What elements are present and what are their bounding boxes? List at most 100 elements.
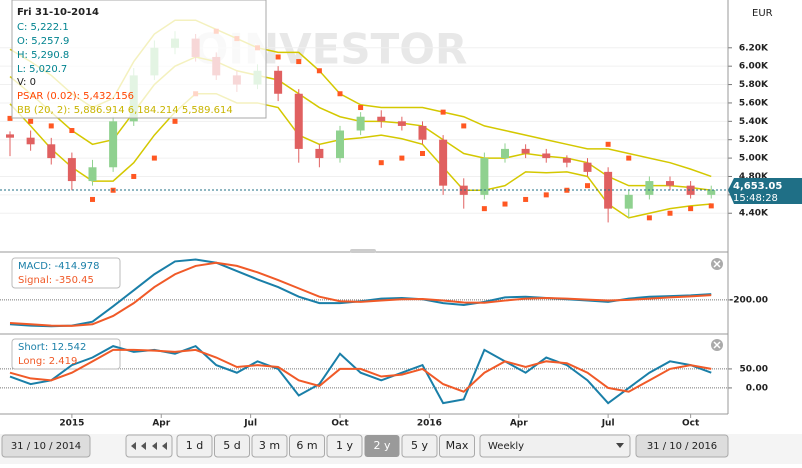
psar-dot <box>564 187 570 193</box>
psar-dot <box>172 118 178 124</box>
y-tick-label: 5.60K <box>739 98 769 108</box>
candle-body <box>26 137 35 145</box>
x-tick-label: Oct <box>682 419 700 429</box>
end-date-box[interactable] <box>635 434 729 458</box>
y-tick-label: 6.00K <box>739 62 769 72</box>
x-tick-label: Apr <box>152 419 170 429</box>
range-button[interactable]: 5 y <box>401 434 438 458</box>
dropdown-arrow <box>616 443 624 448</box>
price-tag: 4,653.05 15:48:28 <box>728 177 802 204</box>
psar-dot <box>481 206 487 212</box>
range-button[interactable]: 3 m <box>251 434 288 458</box>
x-tick-label: Jul <box>243 419 257 429</box>
range-button[interactable]: Max <box>439 434 475 458</box>
candle-body <box>459 185 468 195</box>
psar-dot <box>440 109 446 115</box>
candle-body <box>109 121 118 168</box>
x-tick-label: Apr <box>510 419 528 429</box>
candle-body <box>377 116 386 122</box>
psar-dot <box>585 183 590 189</box>
legend-entry: Long: 2.419 <box>18 356 77 367</box>
bollinger-band <box>9 93 712 219</box>
range-button-bg <box>176 434 213 458</box>
psar-dot <box>131 173 137 179</box>
candle-body <box>418 125 427 140</box>
x-tick-label: Jul <box>601 419 615 429</box>
candle-body <box>480 158 489 195</box>
range-label: 5 y <box>411 439 428 452</box>
candle-body <box>583 162 592 172</box>
tooltip-bb: BB (20, 2): 5,886.914 6,184.214 5,589.61… <box>17 105 233 116</box>
indicator-line <box>9 261 712 327</box>
psar-dot <box>28 118 34 124</box>
candle-body <box>562 158 571 163</box>
range-button[interactable]: 5 d <box>214 434 250 458</box>
psar-dot <box>543 192 549 198</box>
candle-body <box>6 134 14 138</box>
interval: Weekly <box>488 441 524 452</box>
range-button-bg <box>364 435 400 457</box>
tooltip-volume: V: 0 <box>17 77 36 88</box>
psar-dot <box>275 54 281 60</box>
tooltip-date: Fri 31-10-2014 <box>17 7 99 18</box>
range-button[interactable]: 1 y <box>326 434 363 458</box>
y-tick-label: 4.40K <box>739 209 769 219</box>
resize-handle[interactable] <box>350 249 376 253</box>
range-button[interactable]: 1 d <box>176 434 213 458</box>
x-tick-label: 2016 <box>417 419 442 429</box>
close-button[interactable] <box>711 258 723 270</box>
range-label: 6 m <box>296 439 317 452</box>
close-button[interactable] <box>711 339 723 351</box>
psar-dot <box>502 201 508 207</box>
range-button[interactable]: 6 m <box>289 434 325 458</box>
psar-dot <box>646 215 652 221</box>
y-tick-label: 0.00 <box>746 383 768 393</box>
last-time: 15:48:28 <box>733 193 778 204</box>
y-tick-label: 50.00 <box>740 364 768 374</box>
price-tag-box <box>728 177 802 204</box>
range-button-bg <box>251 434 288 458</box>
candle-body <box>294 93 303 149</box>
candle-body <box>686 185 695 195</box>
candle-body <box>624 194 633 209</box>
x-tick-label: Oct <box>331 419 349 429</box>
candle-body <box>666 181 674 186</box>
psar-dot <box>605 141 611 147</box>
range-button[interactable]: 2 y <box>364 435 400 457</box>
candle-body <box>542 153 551 159</box>
range-label: 1 d <box>186 439 203 452</box>
start-date-box[interactable] <box>1 434 91 458</box>
tooltip-open: O: 5,257.9 <box>17 36 69 47</box>
interval-select[interactable] <box>479 434 631 458</box>
psar-dot <box>688 206 694 212</box>
candle-body <box>88 167 97 182</box>
last-price: 4,653.05 <box>733 181 782 192</box>
candle-body <box>521 148 530 154</box>
tooltip-close: C: 5,222.1 <box>17 22 69 33</box>
psar-dot <box>337 91 343 97</box>
candle-body <box>47 144 56 159</box>
candle-body <box>274 70 283 94</box>
psar-dot <box>399 155 405 161</box>
currency-label: EUR <box>752 8 773 19</box>
psar-dot <box>90 196 95 202</box>
range-label: 2 y <box>373 439 390 452</box>
nav-arrows[interactable] <box>125 434 173 458</box>
psar-dot <box>358 105 364 111</box>
candle-body <box>397 121 406 126</box>
psar-dot <box>667 210 673 216</box>
y-tick-label: 5.20K <box>739 135 769 145</box>
psar-dot <box>461 123 467 129</box>
range-label: 3 m <box>259 439 280 452</box>
tooltip-low: L: 5,020.7 <box>17 64 67 75</box>
legend-entry: MACD: -414.978 <box>18 261 99 272</box>
range-button-bg <box>439 434 475 458</box>
psar-dot <box>420 150 425 156</box>
y-tick-label: 5.40K <box>739 117 769 127</box>
range-button-bg <box>326 434 363 458</box>
x-tick-label: 2015 <box>59 419 84 429</box>
psar-dot <box>378 160 384 166</box>
plot-area: 4.40K4.60K4.80K5.00K5.20K5.40K5.60K5.80K… <box>0 19 769 429</box>
